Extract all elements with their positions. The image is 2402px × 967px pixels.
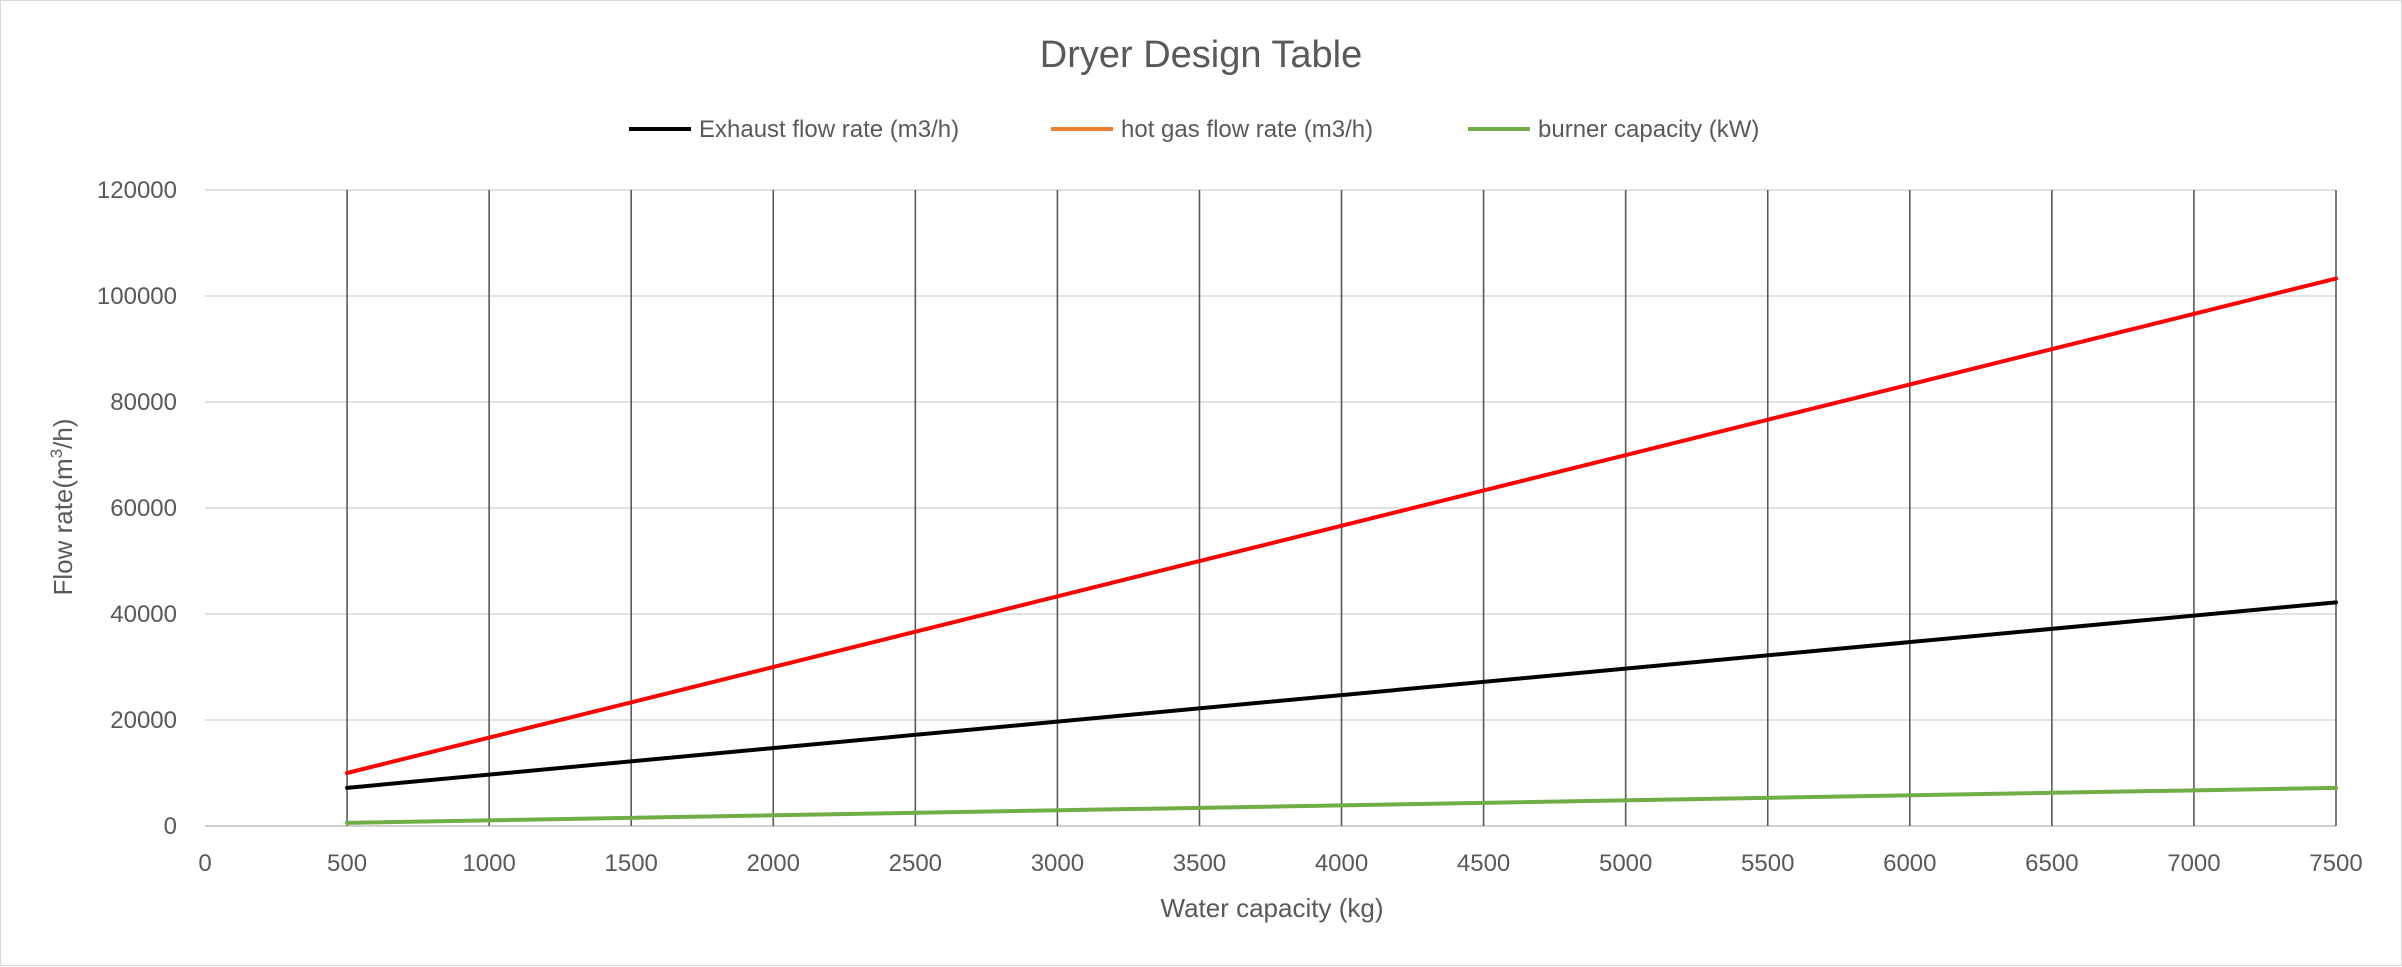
legend: Exhaust flow rate (m3/h) hot gas flow rat… (629, 116, 1759, 143)
series-line (345, 600, 2338, 790)
y-tick-label: 120000 (97, 177, 177, 204)
y-axis-ticks: 0 20000 40000 60000 80000 100000 120000 (97, 177, 177, 840)
x-tick-label: 4000 (1315, 850, 1368, 877)
legend-label: hot gas flow rate (m3/h) (1121, 116, 1373, 143)
x-tick-label: 7000 (2167, 850, 2220, 877)
x-tick-label: 5000 (1599, 850, 1652, 877)
x-tick-label: 2500 (889, 850, 942, 877)
y-tick-label: 20000 (110, 707, 177, 734)
x-tick-label: 5500 (1741, 850, 1794, 877)
y-tick-label: 80000 (110, 389, 177, 416)
legend-label: Exhaust flow rate (m3/h) (699, 116, 959, 143)
x-tick-label: 0 (198, 850, 211, 877)
x-tick-label: 6000 (1883, 850, 1936, 877)
x-axis-ticks: 0 500 1000 1500 2000 2500 3000 3500 4000 4500 5000… (198, 850, 2362, 877)
x-tick-label: 4500 (1457, 850, 1510, 877)
gridlines (205, 189, 2337, 827)
y-axis-title: Flow rate(m3/h) (47, 418, 78, 595)
y-axis-title-suffix: /h) (48, 418, 78, 448)
x-tick-label: 3000 (1031, 850, 1084, 877)
x-tick-label: 500 (327, 850, 367, 877)
y-tick-label: 40000 (110, 601, 177, 628)
y-tick-label: 0 (164, 813, 177, 840)
series-line (345, 785, 2338, 825)
x-tick-label: 1500 (605, 850, 658, 877)
x-tick-label: 6500 (2025, 850, 2078, 877)
series-line (345, 276, 2338, 775)
chart-title: Dryer Design Table (1040, 34, 1362, 76)
x-tick-label: 2000 (747, 850, 800, 877)
x-tick-label: 3500 (1173, 850, 1226, 877)
y-axis-title-superscript: 3 (47, 449, 66, 458)
legend-label: burner capacity (kW) (1538, 116, 1759, 143)
y-axis-title-prefix: Flow rate(m (48, 458, 78, 595)
x-tick-label: 1000 (462, 850, 515, 877)
x-axis-title: Water capacity (kg) (1161, 893, 1384, 923)
y-tick-label: 60000 (110, 495, 177, 522)
x-tick-label: 7500 (2309, 850, 2362, 877)
y-tick-label: 100000 (97, 283, 177, 310)
series-lines (345, 276, 2338, 825)
